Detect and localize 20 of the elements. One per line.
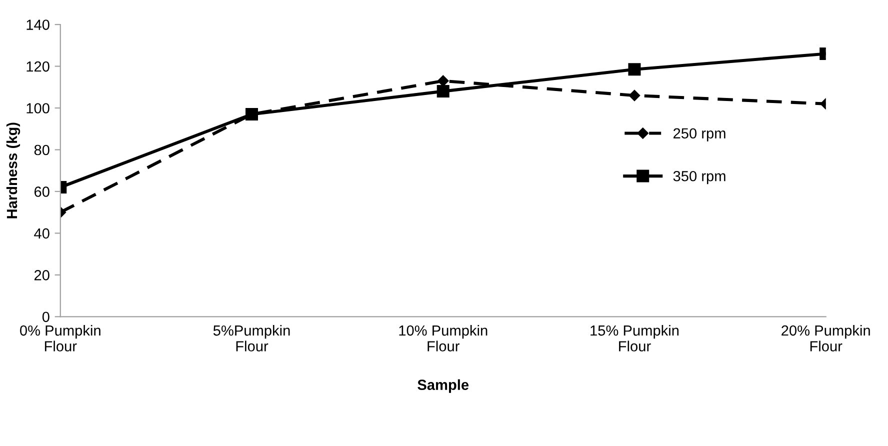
y-axis-title: Hardness (kg): [6, 122, 20, 218]
x-tick-label: 10% Pumpkin Flour: [399, 324, 488, 352]
y-tick-label: 80: [34, 144, 50, 156]
point: [436, 85, 450, 98]
x-tick-label: 15% Pumpkin Flour: [590, 324, 679, 352]
point: [628, 63, 641, 76]
y-tick-label: 40: [34, 228, 50, 239]
y-tick-label: 20: [34, 270, 50, 280]
x-tick-label: 0% Pumpkin Flour: [20, 324, 100, 352]
x-axis-title: Sample: [418, 379, 469, 393]
legend-label: 250 rpm: [673, 128, 726, 142]
y-tick-label: 100: [26, 103, 50, 114]
legend-label: 350 rpm: [673, 170, 726, 184]
y-tick-label: 140: [26, 20, 50, 30]
x-tick-label: 5%Pumpkin Flour: [213, 324, 290, 352]
x-tick-label: 20% Pumpkin Flour: [782, 324, 870, 352]
y-tick-label: 0: [42, 312, 50, 322]
point: [246, 108, 258, 121]
y-tick-label: 120: [26, 61, 50, 72]
y-tick-label: 60: [34, 186, 50, 197]
